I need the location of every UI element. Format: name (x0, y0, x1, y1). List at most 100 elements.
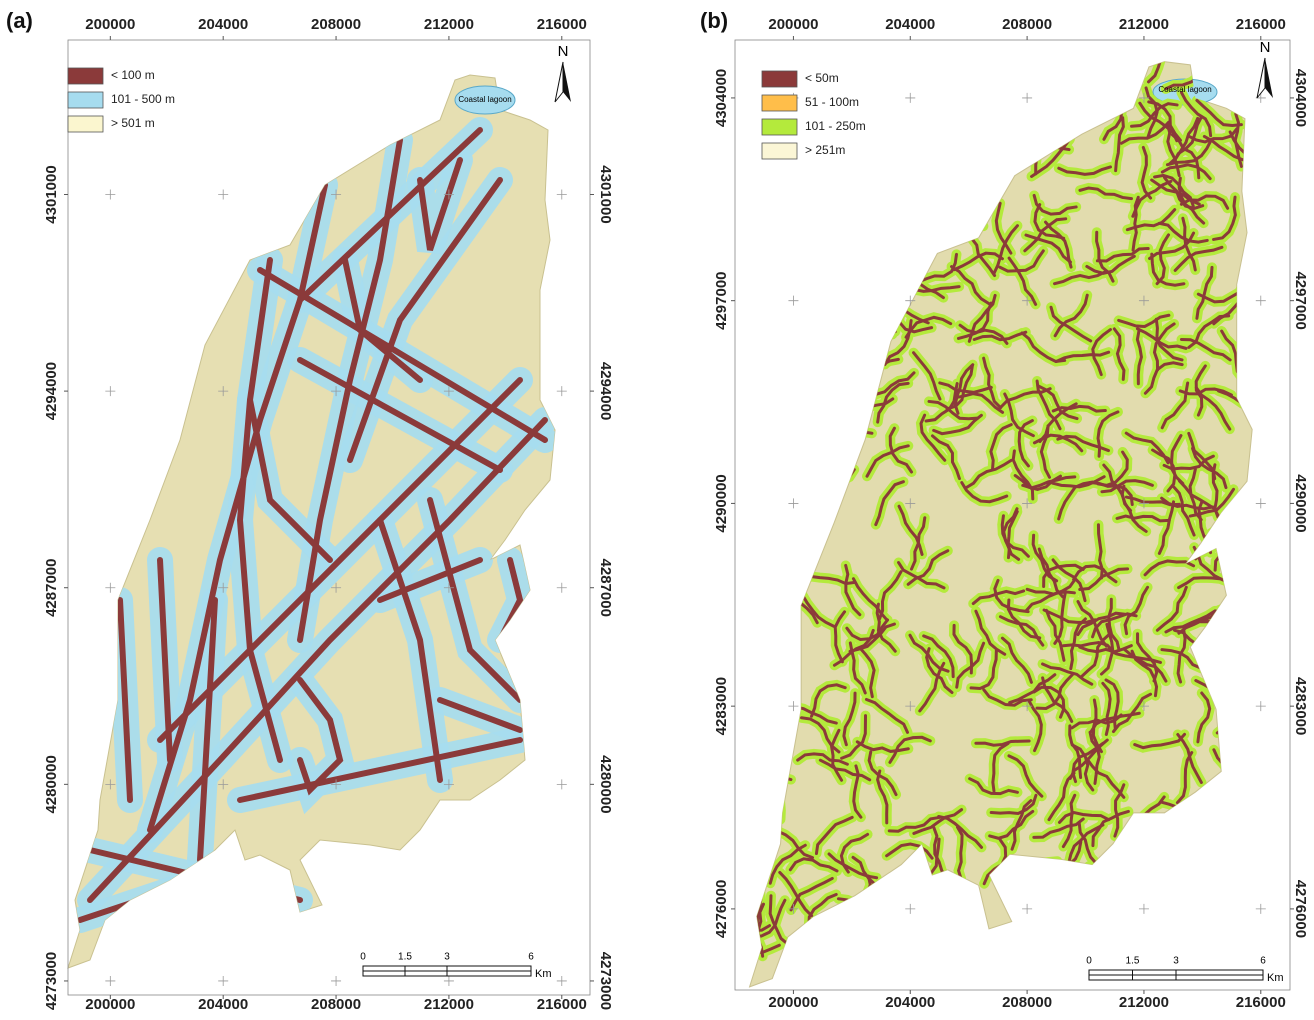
stream-buffer (738, 316, 786, 338)
stream (950, 101, 998, 117)
stream (817, 337, 851, 378)
stream (943, 880, 949, 933)
stream (798, 309, 847, 319)
stream (1030, 895, 1062, 937)
stream (1064, 927, 1078, 976)
stream (871, 94, 919, 116)
stream (865, 255, 915, 268)
stream (765, 551, 786, 599)
stream (779, 315, 828, 330)
grid-cross (557, 976, 567, 986)
stream (932, 882, 949, 932)
stream-buffer (943, 880, 949, 933)
legend-swatch (762, 143, 797, 159)
x-tick-label: 200000 (85, 16, 135, 33)
scale-label: 6 (1260, 956, 1266, 967)
map-b (709, 34, 1295, 1002)
y-tick-label: 4304000 (713, 69, 730, 127)
scale-label: 0 (1086, 956, 1092, 967)
stream-buffer (935, 94, 974, 127)
stream (738, 316, 786, 338)
stream-buffer (1007, 861, 1057, 872)
stream (890, 200, 925, 235)
stream (781, 240, 815, 274)
stream (775, 535, 785, 586)
stream-buffer (1243, 793, 1252, 845)
stream-buffer (839, 407, 848, 457)
y-tick-label: 4287000 (43, 559, 60, 617)
stream-buffer (897, 71, 909, 123)
stream (862, 252, 894, 290)
stream (775, 308, 797, 356)
grid-cross (788, 498, 798, 508)
legend-label: < 100 m (111, 68, 155, 82)
stream-buffer (826, 371, 847, 418)
grid-cross (105, 976, 115, 986)
grid-cross (557, 189, 567, 199)
grid-cross (557, 386, 567, 396)
stream (1229, 688, 1277, 706)
stream-buffer (925, 160, 967, 186)
stream-buffer (965, 136, 1017, 144)
stream-buffer (1214, 835, 1234, 882)
y-tick-label: 4276000 (1292, 880, 1309, 938)
scale-unit: Km (535, 968, 552, 980)
stream (839, 177, 844, 230)
grid-cross (788, 296, 798, 306)
grid-cross (1256, 296, 1266, 306)
x-tick-label: 212000 (1119, 994, 1169, 1011)
stream (1214, 835, 1234, 882)
stream (1232, 933, 1281, 952)
x-tick-label: 212000 (1119, 16, 1169, 33)
stream (1154, 819, 1200, 843)
stream-buffer (741, 760, 791, 780)
stream (772, 548, 815, 572)
stream-buffer (1008, 81, 1028, 127)
grid-cross (557, 583, 567, 593)
y-tick-label: 4287000 (597, 559, 614, 617)
x-tick-label: 200000 (768, 16, 818, 33)
stream-buffer (1221, 780, 1236, 828)
grid-cross (1256, 904, 1266, 914)
stream-buffer (1240, 827, 1285, 854)
stream-buffer (775, 535, 785, 586)
grid-cross (1022, 93, 1032, 103)
y-tick-label: 4301000 (43, 165, 60, 223)
stream-buffer (765, 551, 786, 599)
stream-buffer (1234, 696, 1276, 728)
stream-buffer (773, 767, 781, 819)
stream (1224, 630, 1260, 667)
stream-buffer (993, 57, 1034, 83)
x-tick-label: 208000 (1002, 16, 1052, 33)
north-arrow (1265, 58, 1273, 98)
lagoon-label: Coastal lagoon (458, 95, 511, 104)
stream-buffer (1223, 859, 1273, 873)
stream (936, 943, 985, 954)
stream-buffer (1020, 874, 1053, 913)
scale-label: 1.5 (398, 952, 412, 963)
stream (1020, 874, 1053, 913)
legend-label: 101 - 500 m (111, 92, 175, 106)
scale-label: 6 (528, 952, 534, 963)
stream (1207, 887, 1248, 919)
legend-swatch (68, 92, 103, 108)
x-tick-label: 212000 (424, 16, 474, 33)
stream (802, 407, 813, 458)
stream (773, 767, 781, 819)
stream-buffer (1101, 920, 1137, 959)
grid-cross (444, 976, 454, 986)
legend-label: < 50m (805, 71, 839, 85)
grid-cross (1256, 498, 1266, 508)
stream (824, 334, 858, 371)
stream-buffer (955, 84, 1000, 112)
stream-buffer (1063, 912, 1108, 939)
stream-buffer (840, 239, 868, 283)
y-tick-label: 4294000 (597, 362, 614, 420)
stream-buffer (839, 177, 844, 230)
stream (1234, 696, 1276, 728)
y-tick-label: 4290000 (713, 474, 730, 532)
x-tick-label: 200000 (768, 994, 818, 1011)
scale-label: 3 (444, 952, 450, 963)
legend-swatch (68, 68, 103, 84)
stream-buffer (964, 150, 987, 194)
